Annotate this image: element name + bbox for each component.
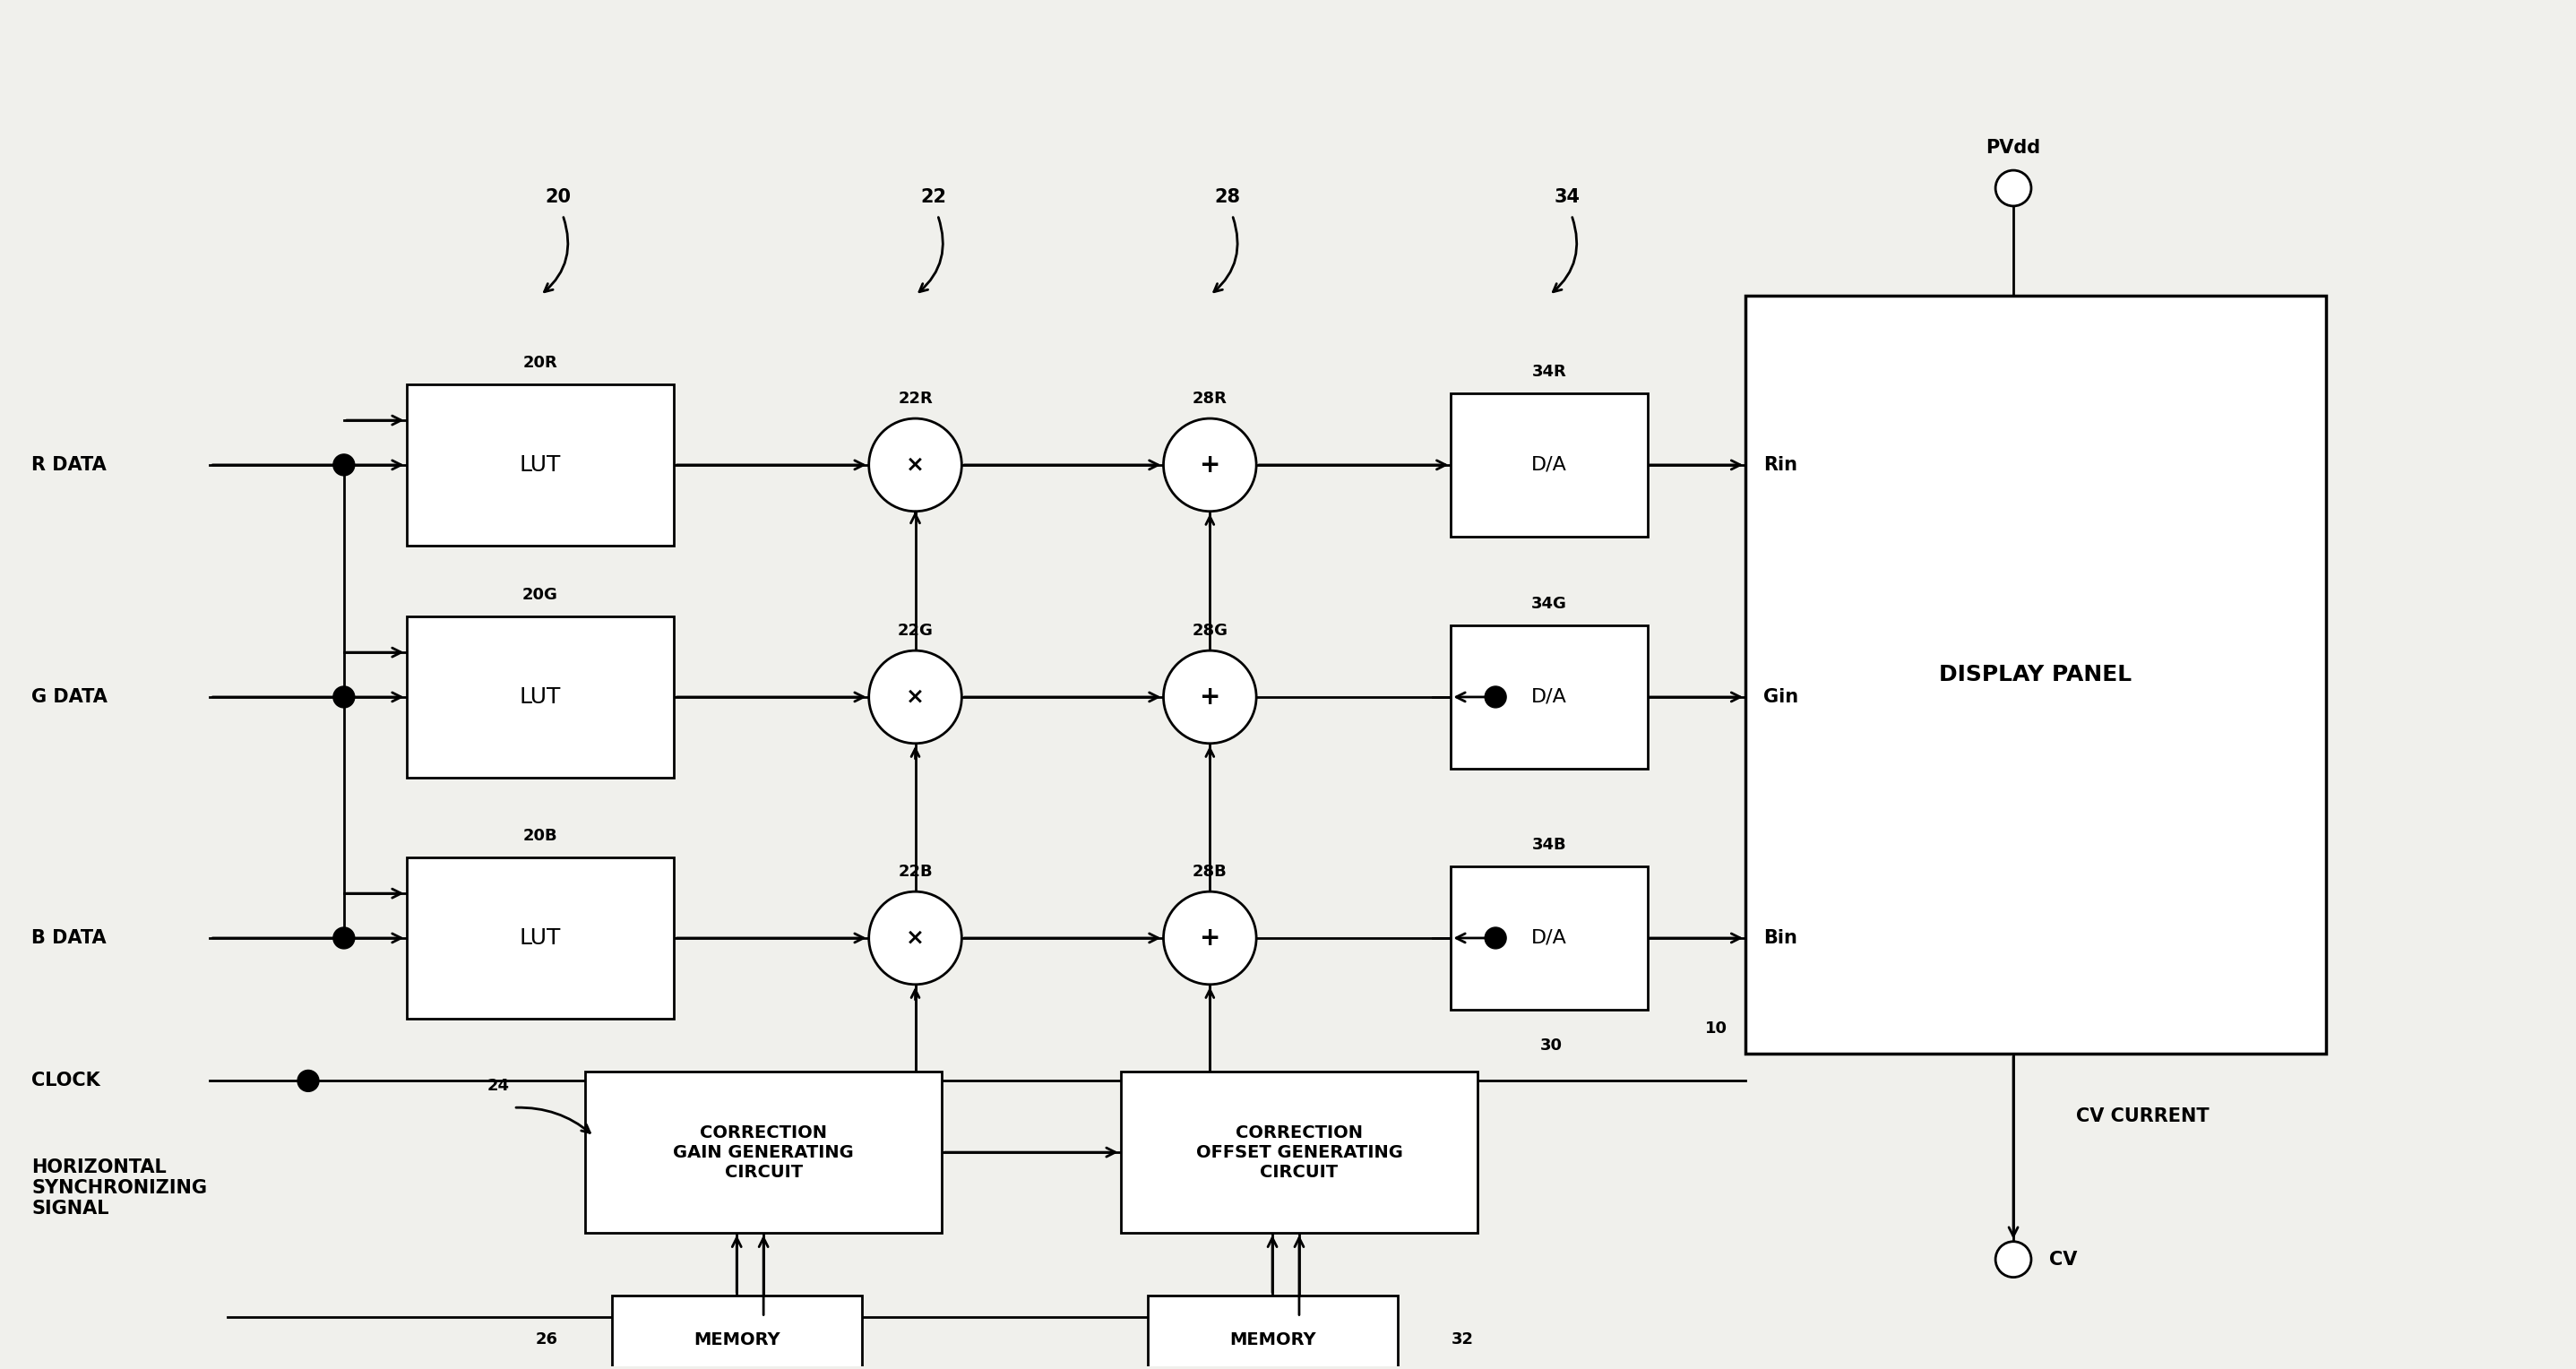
Text: 26: 26 [536, 1332, 559, 1348]
Text: CLOCK: CLOCK [31, 1072, 100, 1090]
Bar [407, 858, 675, 1019]
Text: 28G: 28G [1193, 623, 1229, 639]
Text: CORRECTION
OFFSET GENERATING
CIRCUIT: CORRECTION OFFSET GENERATING CIRCUIT [1195, 1124, 1401, 1180]
Bar [1747, 296, 2326, 1054]
Text: 34: 34 [1553, 188, 1579, 205]
Circle shape [332, 686, 355, 708]
Bar [407, 616, 675, 778]
Text: ×: × [907, 455, 925, 475]
Text: 30: 30 [1540, 1038, 1564, 1054]
Bar [1450, 393, 1646, 537]
Text: R DATA: R DATA [31, 456, 106, 474]
Text: 20G: 20G [523, 587, 559, 604]
Text: B DATA: B DATA [31, 930, 106, 947]
Text: ×: × [907, 686, 925, 708]
Text: D/A: D/A [1530, 689, 1566, 706]
Bar [1146, 1295, 1396, 1369]
Circle shape [868, 650, 961, 743]
Bar [1450, 867, 1646, 1009]
Circle shape [1164, 891, 1257, 984]
Circle shape [1484, 686, 1507, 708]
Text: LUT: LUT [520, 455, 562, 475]
Text: LUT: LUT [520, 927, 562, 949]
Text: +: + [1200, 452, 1221, 478]
Text: 10: 10 [1705, 1020, 1728, 1036]
Bar [407, 385, 675, 545]
Text: 28R: 28R [1193, 390, 1226, 407]
Text: CV: CV [2048, 1250, 2076, 1268]
Text: Gin: Gin [1765, 689, 1798, 706]
Text: 20: 20 [546, 188, 572, 205]
Text: 22R: 22R [899, 390, 933, 407]
Text: 34R: 34R [1533, 364, 1566, 381]
Text: G DATA: G DATA [31, 689, 108, 706]
Text: +: + [1200, 684, 1221, 709]
Bar [611, 1295, 863, 1369]
Bar [585, 1072, 943, 1232]
Circle shape [1996, 1242, 2032, 1277]
Circle shape [868, 419, 961, 511]
Text: Bin: Bin [1765, 930, 1798, 947]
Text: LUT: LUT [520, 686, 562, 708]
Text: MEMORY: MEMORY [1229, 1331, 1316, 1348]
Text: PVdd: PVdd [1986, 140, 2040, 157]
Text: D/A: D/A [1530, 456, 1566, 474]
Text: +: + [1200, 925, 1221, 950]
Circle shape [868, 891, 961, 984]
Circle shape [296, 1071, 319, 1091]
Circle shape [1484, 927, 1507, 949]
Text: 28B: 28B [1193, 864, 1226, 880]
Text: 34B: 34B [1533, 836, 1566, 853]
Text: ×: × [907, 927, 925, 949]
Text: Rin: Rin [1765, 456, 1798, 474]
Text: CV CURRENT: CV CURRENT [2076, 1108, 2210, 1125]
Circle shape [1996, 170, 2032, 205]
Text: 34G: 34G [1530, 596, 1566, 612]
Bar [1121, 1072, 1479, 1232]
Text: 32: 32 [1450, 1332, 1473, 1348]
Text: 22G: 22G [896, 623, 933, 639]
Bar [1450, 626, 1646, 768]
Circle shape [1164, 650, 1257, 743]
Text: 20R: 20R [523, 355, 556, 371]
Text: 22B: 22B [899, 864, 933, 880]
Text: 22: 22 [920, 188, 945, 205]
Text: HORIZONTAL
SYNCHRONIZING
SIGNAL: HORIZONTAL SYNCHRONIZING SIGNAL [31, 1158, 206, 1217]
Text: CORRECTION
GAIN GENERATING
CIRCUIT: CORRECTION GAIN GENERATING CIRCUIT [672, 1124, 853, 1180]
Circle shape [1164, 419, 1257, 511]
Text: 24: 24 [487, 1079, 510, 1094]
Text: MEMORY: MEMORY [693, 1331, 781, 1348]
Text: 20B: 20B [523, 828, 556, 845]
Circle shape [332, 455, 355, 475]
Circle shape [332, 927, 355, 949]
Text: DISPLAY PANEL: DISPLAY PANEL [1940, 664, 2133, 686]
Text: 28: 28 [1216, 188, 1242, 205]
Text: D/A: D/A [1530, 930, 1566, 947]
